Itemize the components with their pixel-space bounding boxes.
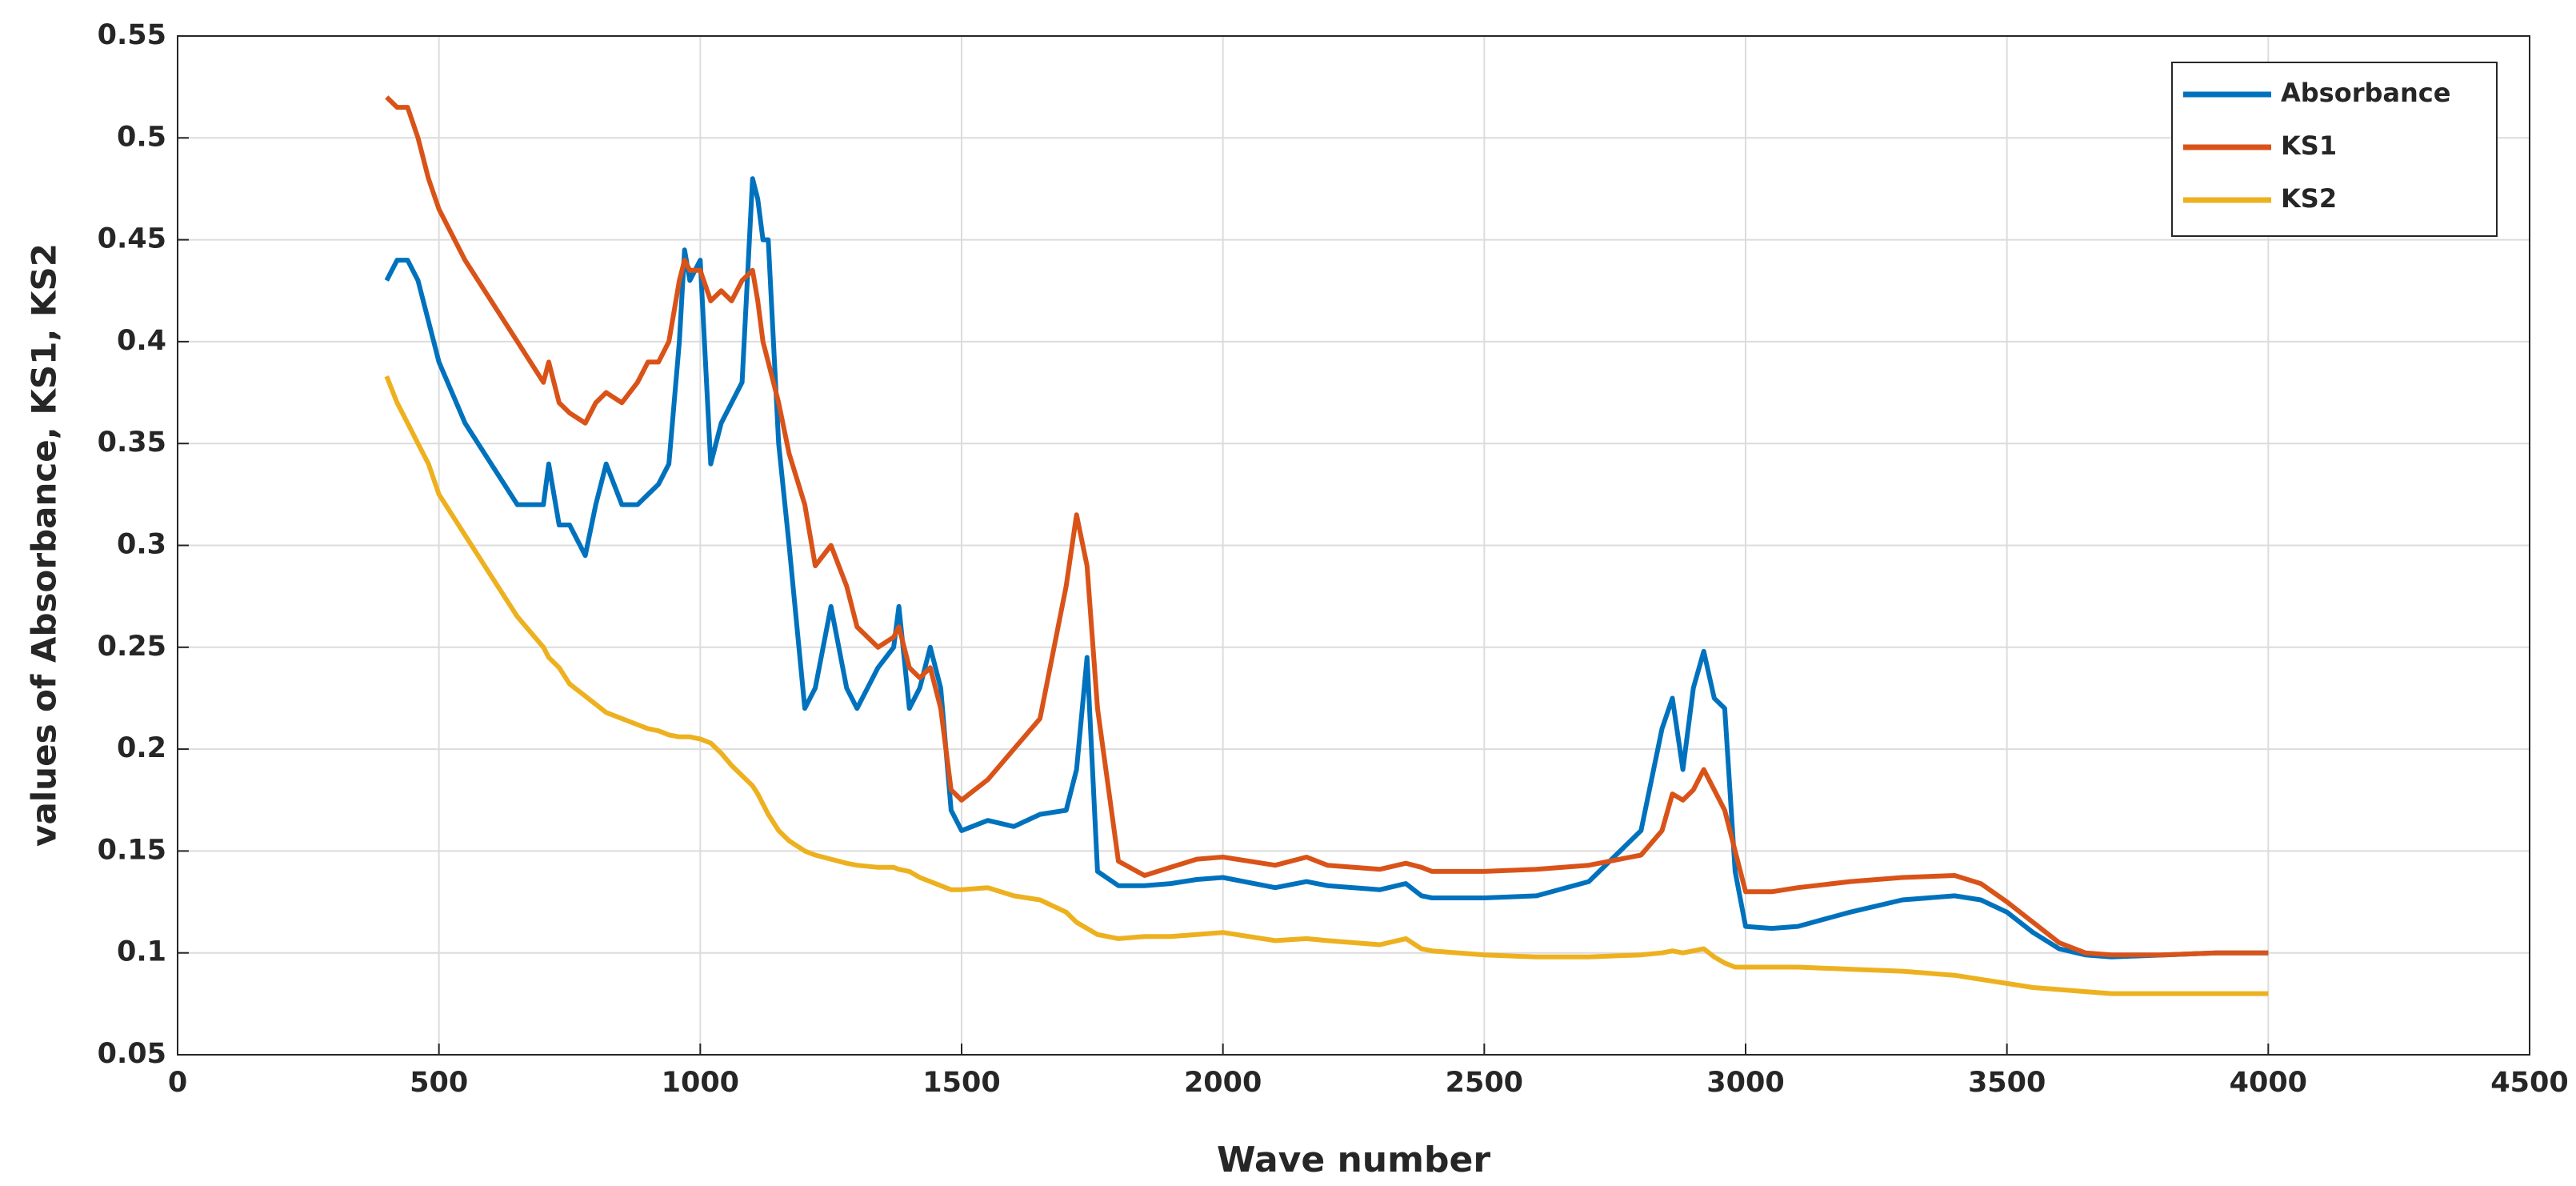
y-tick-label: 0.45 (98, 223, 166, 255)
x-tick-label: 0 (168, 1067, 187, 1099)
y-tick-label: 0.1 (117, 936, 166, 968)
y-tick-label: 0.55 (98, 19, 166, 51)
x-tick-label: 2500 (1446, 1067, 1523, 1099)
x-tick-label: 1000 (662, 1067, 739, 1099)
y-tick-label: 0.35 (98, 427, 166, 459)
x-tick-label: 2000 (1184, 1067, 1262, 1099)
line-series (384, 375, 2269, 996)
x-tick-label: 4500 (2490, 1067, 2568, 1099)
x-tick-label: 3000 (1706, 1067, 1784, 1099)
y-tick-label: 0.05 (98, 1038, 166, 1070)
y-tick-label: 0.4 (117, 325, 166, 357)
x-axis-label: Wave number (1217, 1140, 1490, 1180)
y-tick-label: 0.3 (117, 529, 166, 561)
x-tick-label: 3500 (1968, 1067, 2046, 1099)
y-tick-label: 0.2 (117, 732, 166, 764)
y-tick-label: 0.15 (98, 834, 166, 866)
x-tick-label: 1500 (922, 1067, 1000, 1099)
x-tick-label: 500 (410, 1067, 468, 1099)
y-tick-label: 0.25 (98, 631, 166, 663)
line-series (384, 176, 2269, 960)
line-series (385, 95, 2269, 958)
y-axis-label: values of Absorbance, KS1, KS2 (25, 243, 64, 847)
y-tick-label: 0.5 (117, 121, 166, 153)
plot-frame (177, 35, 2530, 1056)
legend-label: KS1 (2281, 130, 2337, 161)
legend-label: KS2 (2281, 183, 2337, 214)
x-tick-label: 4000 (2230, 1067, 2307, 1099)
legend-label: Absorbance (2281, 78, 2450, 108)
